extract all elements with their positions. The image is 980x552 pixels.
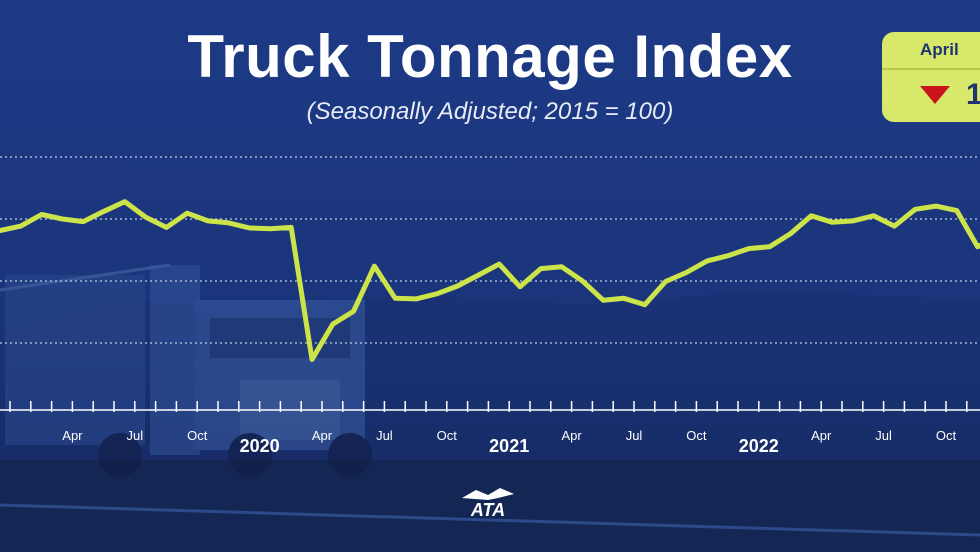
x-month-label-0: Apr	[62, 428, 83, 443]
x-month-label-5: Jul	[376, 428, 393, 443]
x-year-label-11: 2022	[739, 436, 779, 456]
badge-change-value: 1	[966, 78, 980, 111]
x-month-label-14: Oct	[936, 428, 957, 443]
badge-divider	[882, 68, 980, 70]
x-year-label-3: 2020	[240, 436, 280, 456]
tonnage-series-line	[0, 199, 980, 362]
x-month-label-2: Oct	[187, 428, 208, 443]
ata-logo: ATA	[458, 486, 518, 526]
down-arrow-icon	[920, 86, 950, 104]
ata-eagle-icon	[462, 488, 514, 500]
badge-month-label: April	[920, 40, 959, 59]
x-month-label-10: Oct	[686, 428, 707, 443]
chart-subtitle: (Seasonally Adjusted; 2015 = 100)	[306, 98, 674, 125]
x-month-label-1: Jul	[126, 428, 143, 443]
x-month-label-9: Jul	[626, 428, 643, 443]
x-month-label-8: Apr	[561, 428, 582, 443]
x-month-label-4: Apr	[312, 428, 333, 443]
x-month-label-6: Oct	[437, 428, 458, 443]
chart-title: Truck Tonnage Index	[187, 23, 793, 90]
x-month-label-13: Jul	[875, 428, 892, 443]
x-year-label-7: 2021	[489, 436, 529, 456]
x-month-label-12: Apr	[811, 428, 832, 443]
monthly-change-badge: April 1	[882, 32, 980, 122]
ata-logo-text: ATA	[470, 500, 506, 520]
